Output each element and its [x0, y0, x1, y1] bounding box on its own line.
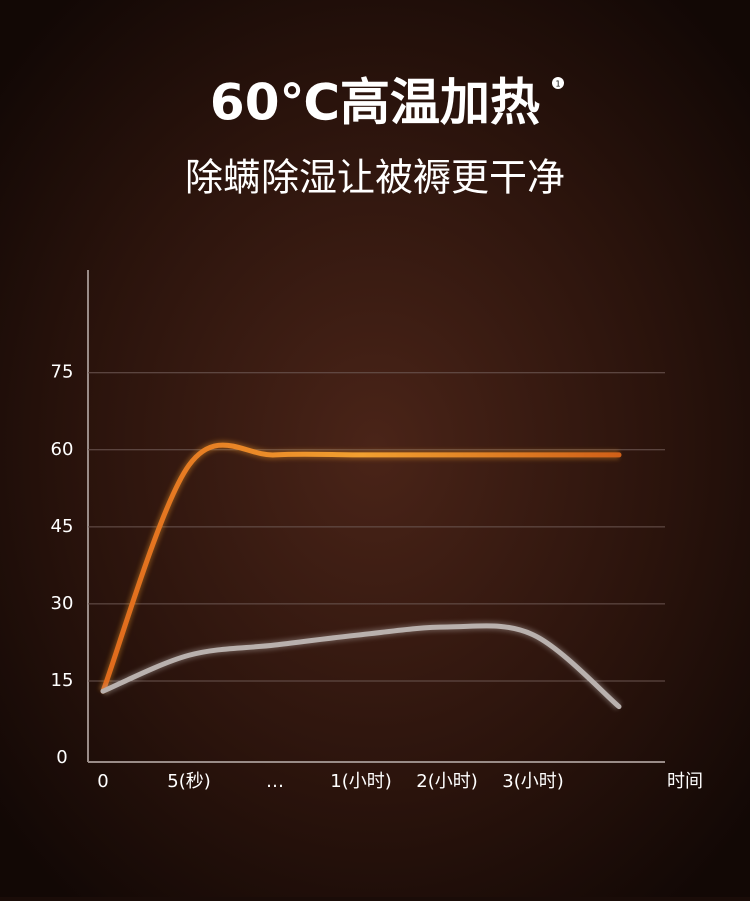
x-tick-label: 3(小时)	[502, 771, 564, 792]
x-tick-label: 5(秒)	[167, 771, 211, 792]
title: 60℃高温加热	[210, 74, 540, 132]
x-tick-label: 0	[97, 771, 108, 792]
y-tick-label: 45	[51, 516, 74, 537]
subtitle: 除螨除湿让被褥更干净	[185, 156, 565, 200]
y-tick-label: 75	[51, 362, 74, 383]
note-badge	[552, 77, 564, 89]
y-tick-label: 0	[56, 747, 67, 768]
y-tick-label: 15	[51, 670, 74, 691]
line	[100, 623, 622, 710]
line	[100, 442, 622, 694]
y-tick-label: 60	[51, 439, 74, 460]
title-note: 1	[555, 80, 560, 89]
x-tick-label: …	[266, 771, 284, 792]
x-tick-label: 1(小时)	[330, 771, 392, 792]
y-tick-label: 30	[51, 593, 74, 614]
x-tick-label: 2(小时)	[416, 771, 478, 792]
x-axis-label: 时间	[667, 771, 703, 792]
